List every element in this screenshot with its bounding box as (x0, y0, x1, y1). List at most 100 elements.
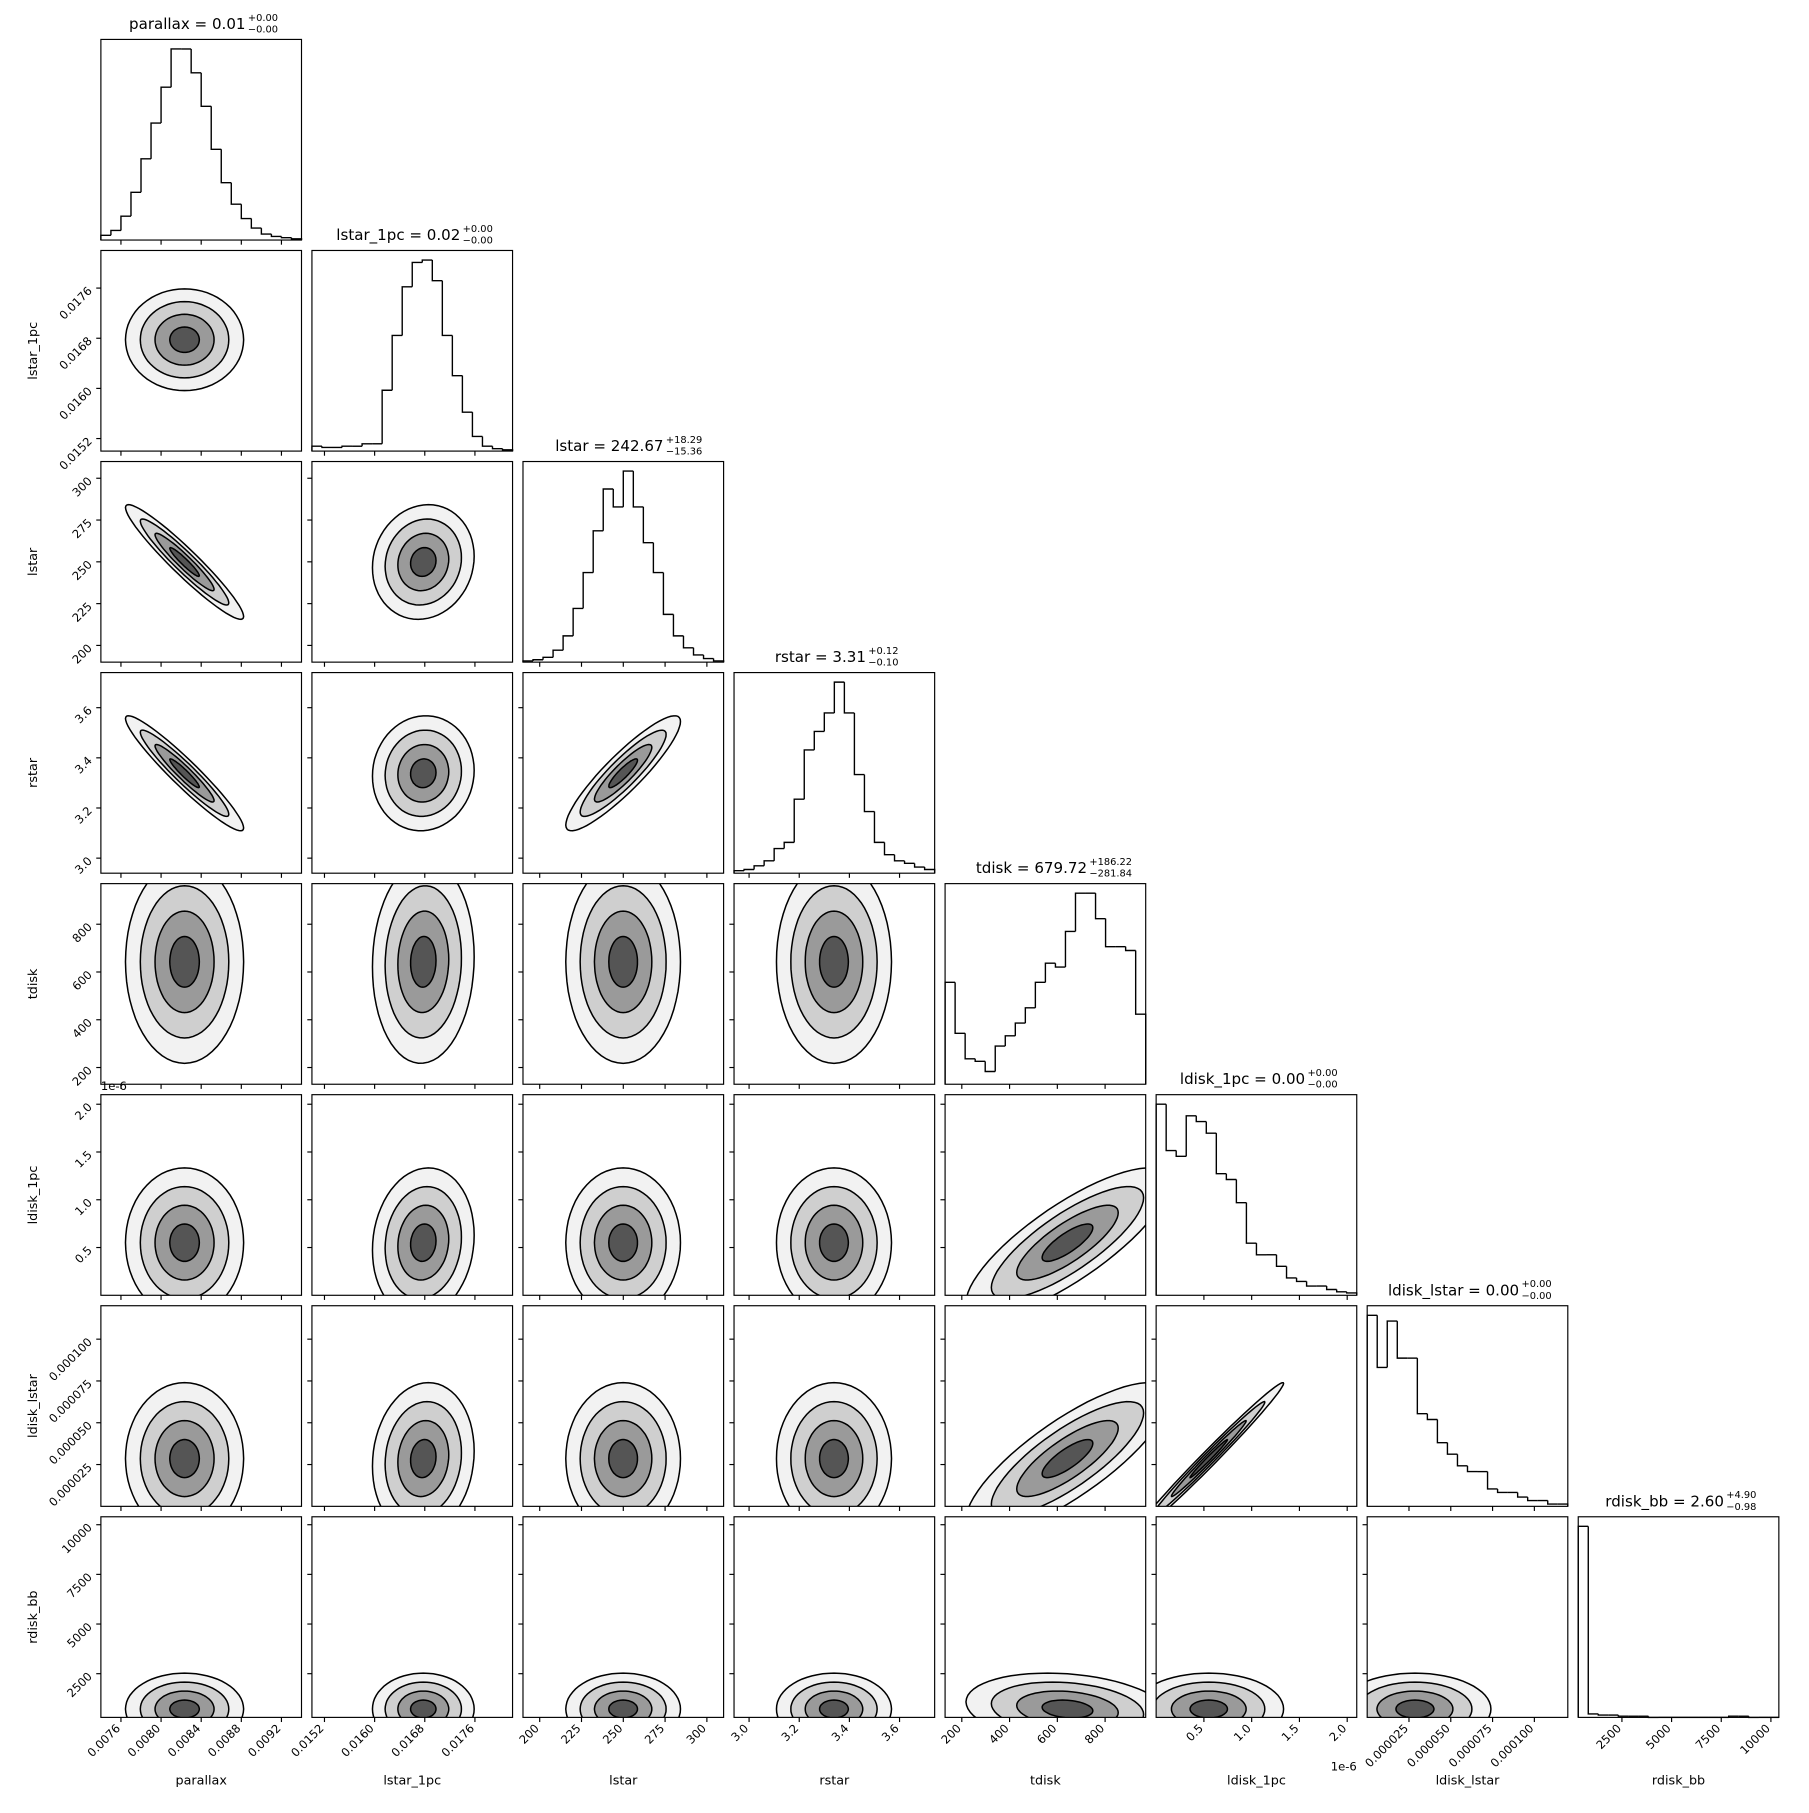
x-tick-label: 3.4 (829, 1721, 852, 1744)
panel-border (311, 671, 514, 874)
histogram-bin (692, 647, 704, 656)
histogram-bin (1396, 1321, 1408, 1359)
contour (169, 1223, 201, 1263)
y-axis-label: tdisk (26, 968, 41, 999)
x-tick-label: 2.0 (1326, 1721, 1349, 1744)
contour (169, 326, 201, 354)
x-tick-label: 200 (938, 1721, 964, 1747)
histogram-bin (160, 86, 172, 124)
x-tick-label: 0.000050 (1404, 1721, 1453, 1770)
histogram-bin (491, 446, 503, 450)
x-axis-label: lstar (609, 1774, 638, 1789)
histogram-bin (833, 681, 845, 713)
histogram-bin (562, 635, 574, 651)
y-axis-label: rdisk_bb (26, 1590, 41, 1643)
histogram-bin (1195, 1115, 1207, 1123)
panel (371, 715, 475, 832)
panel-title: rdisk_bb = 2.60 (1605, 1492, 1724, 1511)
panel (371, 883, 475, 1065)
panel-frame (1578, 1516, 1779, 1718)
y-tick-label: 1.5 (72, 1148, 95, 1171)
panel-border (1155, 1516, 1358, 1718)
histogram-bin (783, 841, 795, 849)
panel-title: lstar = 242.67 (555, 437, 663, 455)
panel (124, 883, 245, 1065)
contours (124, 1167, 245, 1296)
contours (1156, 1672, 1285, 1718)
contour (409, 1223, 437, 1263)
panel (124, 503, 245, 621)
histogram-bin (1335, 1289, 1347, 1293)
y-offset-label: 1e-6 (101, 1079, 127, 1093)
contour (169, 1438, 201, 1479)
y-tick-label: 0.0176 (56, 284, 95, 323)
y-tick-label: 0.0160 (56, 384, 95, 423)
histogram-bin (270, 234, 282, 238)
contours (775, 883, 893, 1065)
panel-border (1366, 1516, 1569, 1718)
histogram-bin (592, 530, 604, 573)
histogram-bin (672, 614, 684, 637)
contours (371, 503, 475, 621)
y-tick-label: 5000 (64, 1620, 95, 1651)
panel (1156, 1381, 1285, 1507)
y-tick-label: 0.000025 (46, 1460, 95, 1509)
y-tick-label: 600 (69, 968, 95, 994)
histogram-bin (1376, 1315, 1388, 1369)
contour (1041, 1699, 1094, 1718)
histogram-bin (1054, 963, 1066, 968)
histogram-bin (230, 182, 242, 205)
panel-title: ldisk_1pc = 0.00 (1180, 1070, 1305, 1089)
y-tick-label: 400 (69, 1015, 95, 1041)
contours (124, 1381, 245, 1507)
panel (522, 470, 725, 663)
histogram-bin (341, 445, 353, 448)
x-axis-label: parallax (175, 1774, 227, 1789)
x-tick-label: 800 (1082, 1721, 1108, 1747)
histogram-bin (743, 868, 755, 871)
panel-border (1155, 1094, 1358, 1296)
histogram-bin (260, 228, 272, 235)
histogram-bin (1034, 981, 1046, 1008)
panel (775, 1672, 893, 1718)
histogram-bin (381, 389, 393, 444)
histogram-bin (1416, 1358, 1428, 1415)
y-axis-label: rstar (26, 757, 41, 788)
y-axis-label: ldisk_lstar (26, 1373, 41, 1438)
histogram-bin (1456, 1454, 1468, 1467)
panel (965, 1672, 1146, 1718)
x-tick-label: 0.0088 (205, 1721, 244, 1760)
histogram-bin (431, 260, 443, 282)
title-lower: −0.00 (1307, 1080, 1337, 1091)
panel-border (733, 1516, 936, 1718)
panel (124, 1167, 245, 1296)
histogram-bin (220, 149, 232, 184)
contour (169, 1699, 201, 1718)
contours (565, 715, 682, 832)
histogram-bin (451, 335, 463, 377)
histogram-bin (110, 229, 121, 236)
panel-border (733, 1094, 936, 1296)
histogram-bin (1225, 1173, 1237, 1181)
histogram-bin (612, 488, 624, 508)
contours (124, 503, 245, 621)
y-tick-label: 250 (69, 558, 95, 584)
x-axis-label: lstar_1pc (383, 1774, 441, 1789)
histogram-bin (1004, 1035, 1016, 1047)
contours (124, 714, 245, 832)
title-upper: +4.90 (1726, 1490, 1756, 1501)
panel-border (733, 1305, 936, 1507)
title-lower: −281.84 (1089, 869, 1132, 880)
panel-border (311, 1516, 514, 1718)
contours (371, 715, 475, 832)
panel (124, 1672, 245, 1718)
contours (775, 1381, 893, 1507)
contour (409, 546, 437, 578)
histogram-bin (602, 488, 614, 531)
histogram-bin (190, 48, 202, 74)
x-tick-label: 250 (600, 1721, 626, 1747)
y-tick-label: 800 (69, 920, 95, 946)
y-tick-label: 1.0 (72, 1195, 95, 1218)
histogram-bin (974, 1058, 986, 1063)
x-tick-label: 7500 (1693, 1721, 1724, 1752)
